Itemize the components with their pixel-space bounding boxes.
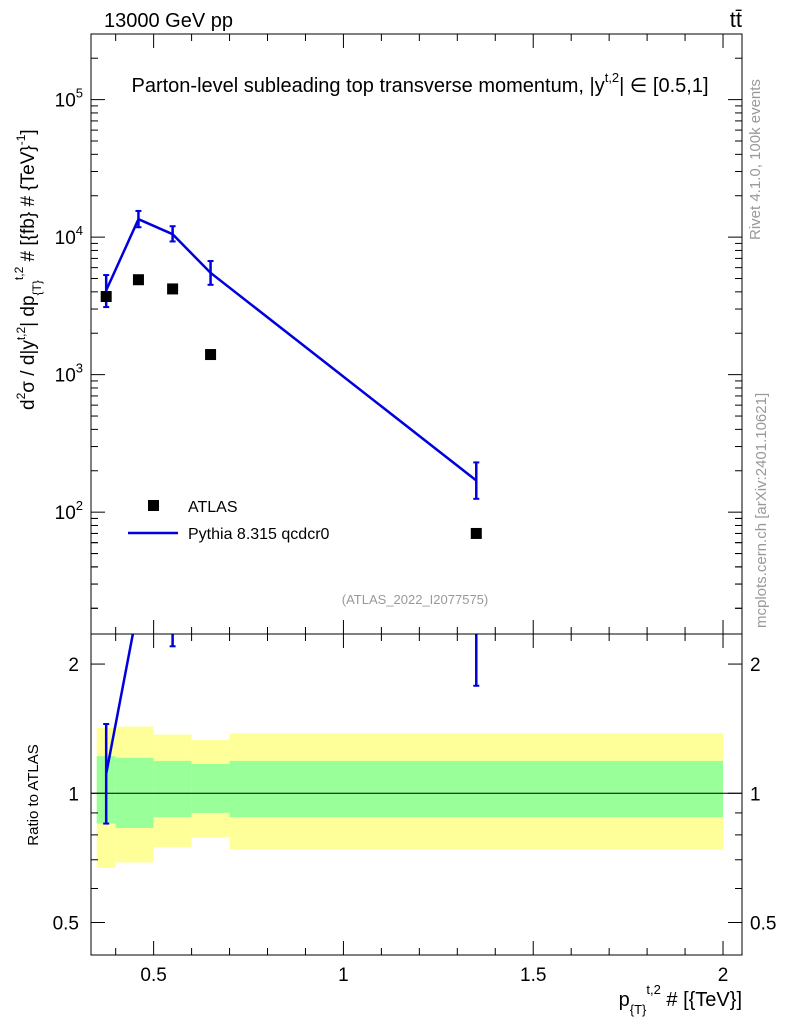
- x-axis-label-sup-t2: t,2: [646, 982, 660, 997]
- main-y-tick-label-base-2: 10: [55, 228, 76, 249]
- ratio-y-tick-label-right-0: 0.5: [750, 913, 776, 934]
- ratio-plot-panel: 0.5 0.5 1 1 2 2 0.5 1 1.5 2 Ratio to ATLAS p{T} t…: [25, 633, 777, 1017]
- atlas-point-1: [132, 274, 144, 286]
- mcplots-label: mcplots.cern.ch [arXiv:2401.10621]: [753, 393, 770, 628]
- ratio-data-layer: [103, 634, 480, 825]
- header-process: 13000 GeV pp: [104, 10, 233, 32]
- y-axis-label-sup2: 2: [14, 392, 28, 399]
- y-axis-label-d: d: [18, 399, 39, 410]
- x-axis-label-sub-t: {T}: [630, 1002, 647, 1017]
- pythia-line: [105, 217, 478, 482]
- main-y-ticks: [91, 99, 742, 513]
- ratio-bands-layer: [96, 726, 724, 868]
- plot-title: Parton-level subleading top transverse m…: [132, 70, 709, 97]
- x-axis-label-p: p: [619, 989, 630, 1011]
- ratio-y-tick-label-right-1: 1: [750, 784, 761, 805]
- plot-title-text: Parton-level subleading top transverse m…: [132, 75, 605, 97]
- legend-pythia-label: Pythia 8.315 qcdcr0: [188, 526, 330, 543]
- y-axis-label-unit: # [{fb} # {TeV}: [18, 145, 39, 267]
- main-y-tick-label-exp-2: 4: [76, 223, 83, 238]
- y-axis-label-sigma: σ / d|y: [18, 340, 39, 393]
- ratio-band-inner-2: [153, 760, 192, 818]
- main-y-tick-label-3: 105: [55, 86, 83, 112]
- main-data-layer: [100, 209, 482, 539]
- ratio-x-tick-label-2: 1.5: [520, 965, 546, 986]
- plot-title-end: | ∈ [0.5,1]: [619, 75, 708, 97]
- main-plot-panel: Parton-level subleading top transverse m…: [12, 33, 743, 955]
- ratio-band-inner-4: [229, 760, 724, 818]
- main-y-tick-label-base-1: 10: [55, 366, 76, 387]
- ratio-pythia-line: [104, 634, 135, 775]
- atlas-point-0: [100, 291, 112, 303]
- ratio-y-tick-labels: 0.5 0.5 1 1 2 2: [53, 655, 777, 934]
- main-y-tick-label-2: 104: [55, 223, 83, 249]
- ratio-y-axis-label: Ratio to ATLAS: [25, 744, 42, 845]
- legend-atlas-label: ATLAS: [188, 499, 238, 516]
- ratio-x-tick-label-3: 2: [718, 965, 729, 986]
- header-final-state: tt̄: [730, 7, 742, 32]
- main-minor-ticks: [91, 33, 742, 609]
- legend: ATLAS Pythia 8.315 qcdcr0: [128, 499, 330, 543]
- ratio-y-tick-label-left-1: 1: [68, 784, 79, 805]
- main-y-tick-label-1: 103: [55, 361, 83, 387]
- ratio-y-tick-label-left-0: 0.5: [53, 913, 79, 934]
- main-y-tick-label-exp-0: 2: [76, 498, 83, 513]
- ratio-x-tick-label-0: 0.5: [140, 965, 166, 986]
- y-axis-label-sub-t: {T}: [30, 280, 44, 295]
- ratio-x-tick-labels: 0.5 1 1.5 2: [140, 965, 728, 986]
- rivet-label: Rivet 4.1.0, 100k events: [747, 79, 764, 240]
- y-axis-label: d2σ / d|yt,2| dp{T}t,2 # [{fb} # {TeV}-1…: [12, 129, 44, 410]
- y-axis-label-mid: | dp: [18, 295, 39, 326]
- y-axis-label-close: ]: [18, 129, 39, 134]
- main-y-tick-label-0: 102: [55, 498, 83, 524]
- ratio-ticks: [91, 663, 742, 923]
- x-axis-label-unit: # [{TeV}]: [661, 989, 742, 1011]
- ratio-x-tick-label-1: 1: [338, 965, 349, 986]
- y-axis-label-sup-t2b: t,2: [12, 266, 26, 280]
- plot-title-sup: t,2: [605, 70, 619, 85]
- main-y-tick-label-base-3: 10: [55, 91, 76, 112]
- y-axis-label-sup-m1: -1: [14, 134, 28, 145]
- ratio-y-tick-label-left-2: 2: [68, 655, 79, 676]
- atlas-point-2: [167, 283, 179, 295]
- ratio-frame: [90, 633, 743, 956]
- x-axis-label: p{T} t,2 # [{TeV}]: [619, 982, 742, 1017]
- main-x-ticks: [115, 34, 724, 955]
- main-y-tick-label-base-0: 10: [55, 503, 76, 524]
- atlas-point-3: [205, 349, 217, 361]
- ratio-y-tick-label-right-2: 2: [750, 655, 761, 676]
- main-frame: [90, 33, 743, 635]
- main-y-tick-label-exp-3: 5: [76, 86, 83, 101]
- analysis-watermark: (ATLAS_2022_I2077575): [342, 592, 488, 607]
- atlas-point-4: [470, 527, 482, 539]
- ratio-band-inner-3: [191, 764, 230, 813]
- y-axis-label-sup-t2: t,2: [14, 326, 28, 340]
- legend-atlas-marker: [148, 500, 159, 511]
- main-y-tick-label-exp-1: 3: [76, 361, 83, 376]
